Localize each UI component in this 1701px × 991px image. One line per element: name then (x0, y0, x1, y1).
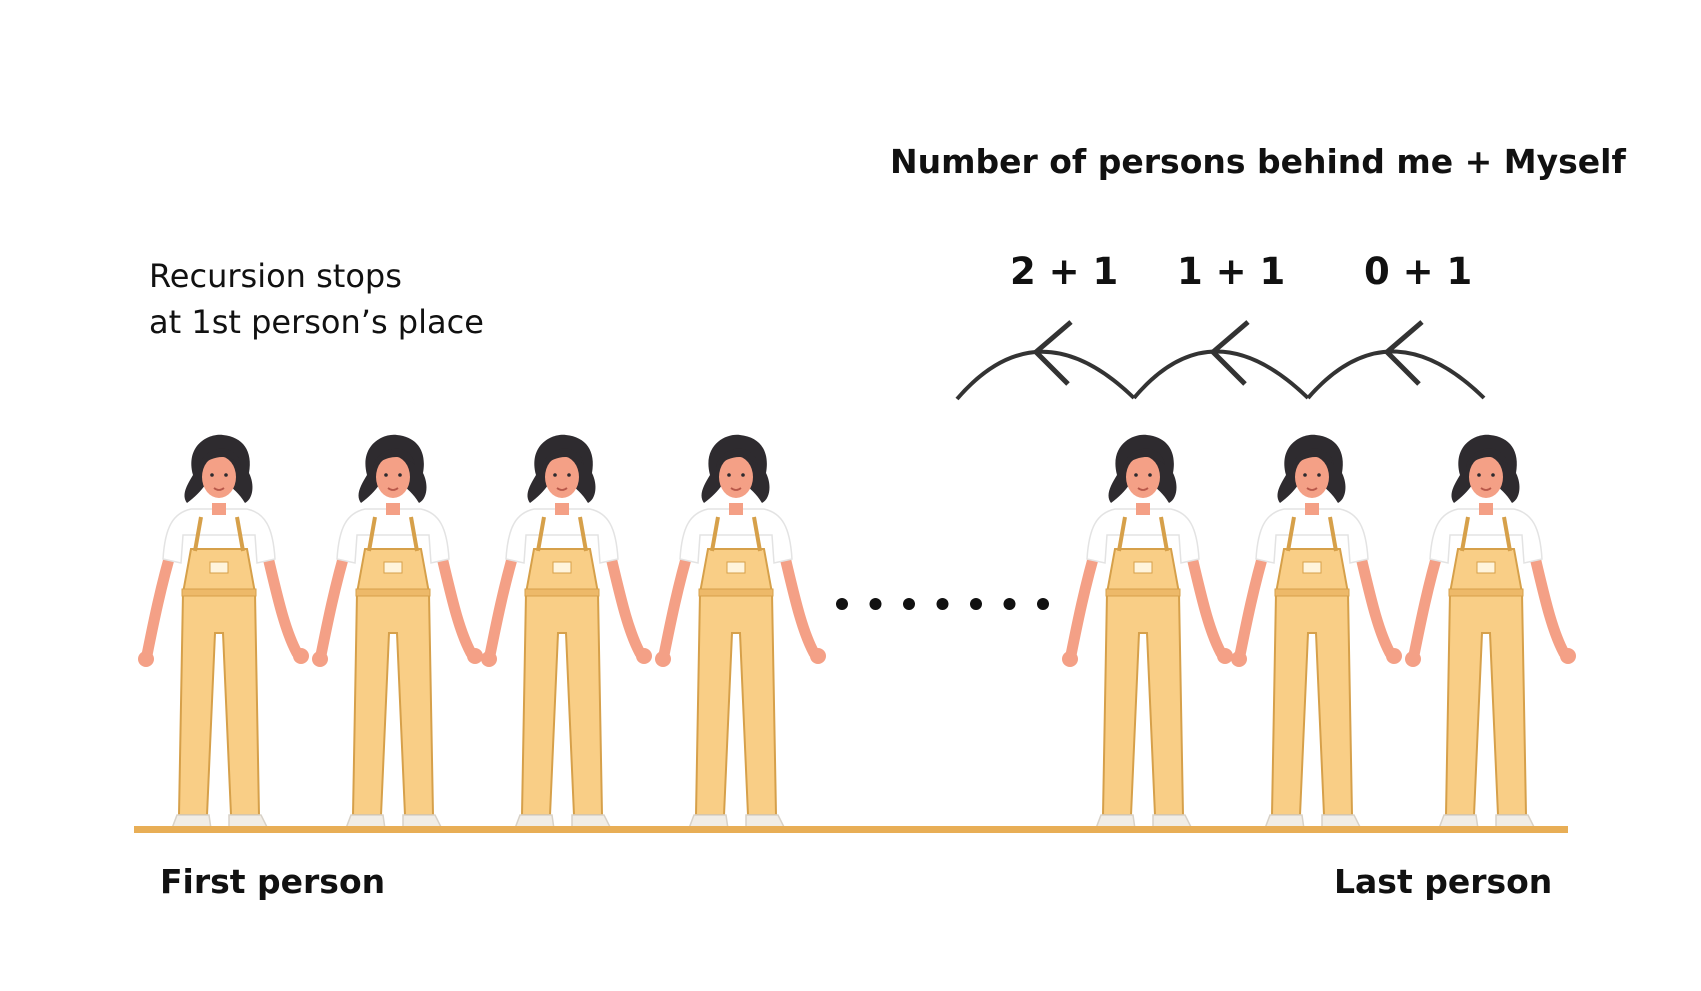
ellipsis-dot (936, 598, 949, 610)
term-2-plus-1: 2 + 1 (1010, 250, 1119, 293)
term-0-plus-1: 0 + 1 (1364, 250, 1473, 293)
ellipsis-dot (836, 598, 848, 610)
arrow-head-2 (1209, 320, 1250, 386)
person (1062, 435, 1233, 831)
ellipsis-dot (903, 598, 915, 610)
ellipsis-dot (970, 598, 982, 610)
person (481, 435, 652, 831)
term-1-plus-1: 1 + 1 (1177, 250, 1286, 293)
recursion-stop-note: Recursion stops at 1st person’s place (149, 253, 484, 345)
return-arc-3 (1306, 349, 1486, 400)
arrow-head-1 (1032, 320, 1073, 386)
arrow-head-3 (1383, 320, 1424, 386)
return-arc-1 (955, 349, 1136, 401)
ellipsis-dot (869, 598, 882, 610)
stop-note-line-1: Recursion stops (149, 257, 402, 295)
people-row (138, 435, 1576, 831)
last-person-label: Last person (1334, 862, 1553, 901)
ellipsis-dot (1003, 598, 1016, 610)
person-first (138, 435, 309, 831)
person (1231, 435, 1402, 831)
ellipsis-dot (1037, 598, 1049, 610)
first-person-label: First person (160, 862, 386, 901)
person (312, 435, 483, 831)
diagram-title: Number of persons behind me + Myself (890, 142, 1626, 181)
person-last (1405, 435, 1576, 831)
ellipsis-dots (836, 598, 1049, 610)
stop-note-line-2: at 1st person’s place (149, 303, 484, 341)
floor-line (134, 826, 1568, 833)
person (655, 435, 826, 831)
